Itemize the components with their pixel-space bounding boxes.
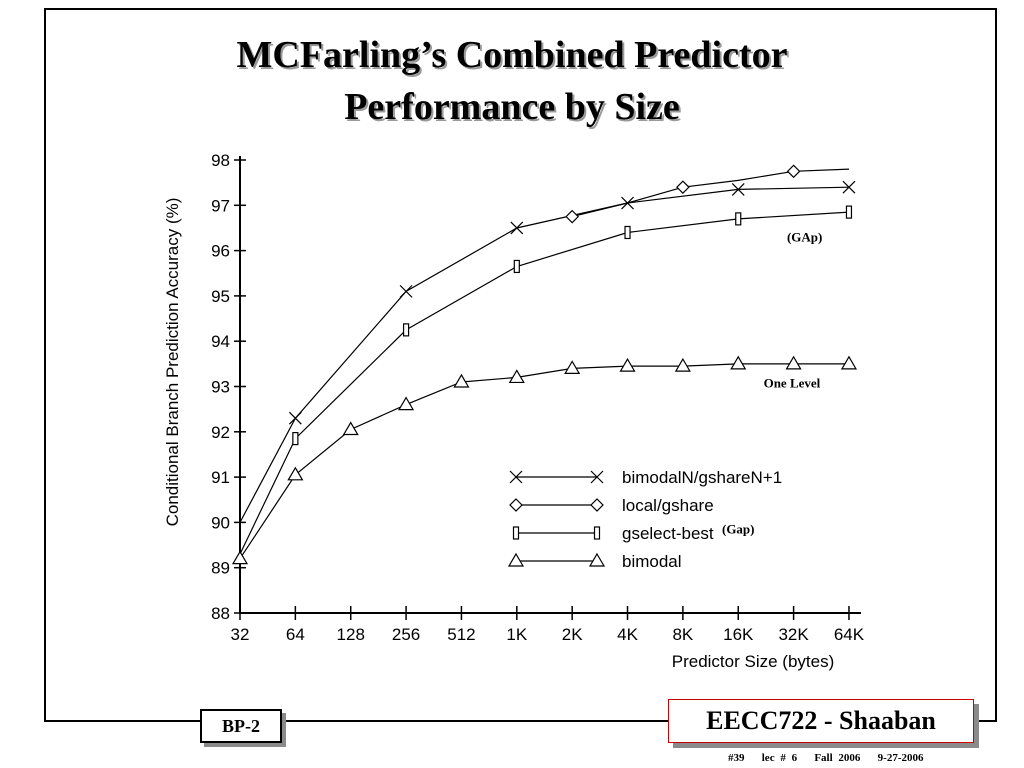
slide-frame-top [44, 8, 997, 10]
x-tick-label: 64K [834, 625, 865, 644]
chart-series-markers [231, 164, 858, 565]
series-line-triangle [239, 363, 849, 559]
chart-series-lines [239, 168, 850, 559]
data-point-rect [624, 225, 631, 240]
x-tick-label: 16K [723, 625, 754, 644]
chart-annotation: (GAp) [787, 230, 822, 245]
chart-annotation: One Level [764, 375, 821, 390]
legend-marker [509, 498, 523, 512]
x-tick-label: 64 [286, 625, 305, 644]
slide-tag: BP-2 [200, 709, 282, 743]
y-tick-label: 95 [211, 287, 230, 306]
y-tick-label: 89 [211, 559, 230, 578]
x-tick-label: 256 [392, 625, 420, 644]
x-tick-label: 32 [231, 625, 250, 644]
data-point-diamond [565, 209, 580, 224]
chart-axes: 88 89 90 91 92 93 94 95 96 97 98 32 64 128 256 512 1K 2K 4… [211, 151, 865, 644]
footer-info: #39 lec # 6 Fall 2006 9-27-2006 [728, 752, 924, 764]
slide-frame-left [44, 8, 46, 722]
data-point-x [288, 411, 302, 425]
slide-frame-bottom [976, 720, 997, 722]
x-tick-label: 1K [506, 625, 527, 644]
data-point-x [842, 180, 856, 194]
data-point-triangle [730, 355, 747, 370]
x-tick-label: 4K [617, 625, 638, 644]
legend-marker [590, 498, 604, 512]
data-point-triangle [231, 550, 249, 565]
x-axis-label: Predictor Size (bytes) [672, 652, 835, 671]
y-tick-label: 98 [211, 151, 230, 170]
data-point-triangle [785, 355, 802, 370]
data-point-triangle [398, 396, 415, 411]
data-point-diamond [676, 180, 690, 195]
legend-marker [593, 526, 601, 540]
data-point-triangle [840, 355, 858, 370]
course-title: EECC722 - Shaaban [668, 699, 974, 743]
y-tick-label: 93 [211, 378, 230, 397]
data-point-rect [292, 431, 299, 446]
series-line-rect [239, 211, 850, 555]
data-point-x [621, 196, 634, 210]
data-point-diamond [786, 164, 801, 179]
data-point-triangle [287, 466, 304, 481]
legend-label: bimodalN/gshareN+1 [622, 468, 782, 487]
legend-marker [590, 470, 604, 484]
legend-label: bimodal [622, 552, 682, 571]
data-point-rect [402, 323, 410, 337]
slide-frame-bottom [44, 720, 200, 722]
chart-legend: bimodalN/gshareN+1 local/gshare gselect-be… [507, 468, 782, 571]
x-tick-label: 512 [447, 625, 475, 644]
y-tick-label: 94 [211, 332, 230, 351]
data-point-triangle [508, 369, 525, 384]
slide-title-line2: Performance by Size [344, 86, 680, 128]
legend-marker [512, 526, 520, 540]
data-point-x [510, 221, 524, 235]
y-tick-label: 96 [211, 242, 230, 261]
y-tick-label: 92 [211, 423, 230, 442]
legend-label: gselect-best [622, 524, 714, 543]
data-point-rect [735, 212, 742, 226]
y-tick-label: 90 [211, 513, 230, 532]
data-point-triangle [342, 421, 359, 436]
series-line-diamond [572, 168, 850, 218]
data-point-x [731, 183, 745, 196]
legend-marker [509, 470, 523, 484]
chart-annotation: (Gap) [722, 522, 755, 537]
data-point-rect [845, 205, 853, 219]
x-tick-label: 8K [672, 625, 693, 644]
y-tick-label: 97 [211, 196, 230, 215]
y-tick-label: 91 [211, 468, 230, 487]
x-tick-label: 2K [562, 625, 583, 644]
legend-marker [507, 552, 525, 567]
slide-frame-bottom [282, 720, 670, 722]
x-tick-label: 32K [778, 625, 809, 644]
chart-annotations: (GAp) One Level (Gap) [722, 230, 822, 537]
data-point-triangle [674, 357, 691, 372]
data-point-x [399, 284, 413, 298]
data-point-rect [513, 259, 520, 274]
y-axis-label: Conditional Branch Prediction Accuracy (… [163, 198, 182, 527]
y-tick-label: 88 [211, 604, 230, 623]
slide-frame-right [995, 8, 997, 722]
slide-title-line1: MCFarling’s Combined Predictor [236, 34, 788, 76]
data-point-triangle [453, 373, 470, 388]
legend-label: local/gshare [622, 496, 714, 515]
legend-marker [588, 552, 606, 567]
data-point-triangle [564, 360, 581, 374]
data-point-triangle [619, 357, 636, 372]
x-tick-label: 128 [337, 625, 365, 644]
